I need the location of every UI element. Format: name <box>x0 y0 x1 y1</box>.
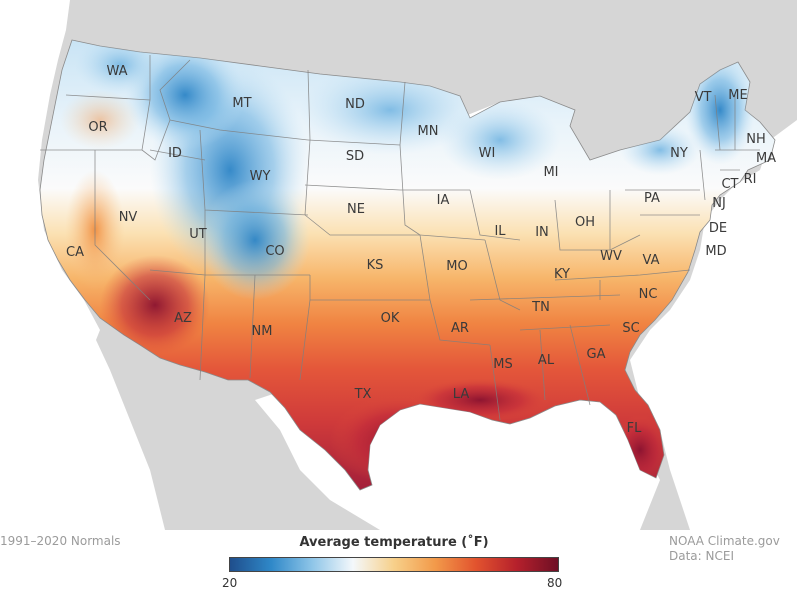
state-label-ok: OK <box>381 311 400 326</box>
state-label-vt: VT <box>695 90 712 105</box>
state-label-ky: KY <box>554 267 570 282</box>
state-label-wy: WY <box>250 169 271 184</box>
state-label-id: ID <box>168 146 182 161</box>
color-scale-bar <box>229 557 559 572</box>
state-label-wv: WV <box>600 249 622 264</box>
credit-source: NOAA Climate.gov <box>669 534 780 548</box>
credit-block: NOAA Climate.gov Data: NCEI <box>669 534 795 564</box>
state-label-nd: ND <box>345 97 365 112</box>
state-label-mi: MI <box>543 165 558 180</box>
state-label-ri: RI <box>744 172 757 187</box>
state-label-la: LA <box>453 387 470 402</box>
state-label-va: VA <box>643 253 660 268</box>
state-label-tn: TN <box>531 300 550 315</box>
state-label-ga: GA <box>587 347 606 362</box>
normals-period-label: 1991–2020 Normals <box>0 534 121 548</box>
state-label-mt: MT <box>232 96 251 111</box>
state-label-ut: UT <box>189 227 207 242</box>
state-labels: WA OR CA NV ID MT WY UT CO AZ NM ND SD NE KS OK TX MN IA MO… <box>66 64 776 436</box>
credit-data: Data: NCEI <box>669 549 734 563</box>
state-label-md: MD <box>705 244 726 259</box>
state-label-or: OR <box>88 120 107 135</box>
legend-min-value: 20 <box>222 576 238 590</box>
legend-title: Average temperature (˚F) <box>299 535 489 550</box>
map-canvas: WA OR CA NV ID MT WY UT CO AZ NM ND SD NE KS OK TX MN IA MO… <box>0 0 797 530</box>
state-label-al: AL <box>538 353 555 368</box>
state-label-co: CO <box>265 244 284 259</box>
state-label-ms: MS <box>493 357 512 372</box>
state-label-oh: OH <box>575 215 595 230</box>
state-label-ar: AR <box>451 321 469 336</box>
state-label-nm: NM <box>252 324 273 339</box>
state-label-sd: SD <box>346 149 364 164</box>
state-label-ny: NY <box>670 146 688 161</box>
map-footer: 1991–2020 Normals Average temperature (˚… <box>0 530 797 599</box>
state-label-nv: NV <box>119 210 138 225</box>
state-label-nh: NH <box>746 132 766 147</box>
state-label-az: AZ <box>174 311 192 326</box>
state-label-ca: CA <box>66 245 84 260</box>
state-label-sc: SC <box>622 321 639 336</box>
state-label-wa: WA <box>106 64 127 79</box>
state-label-il: IL <box>494 224 506 239</box>
state-label-ct: CT <box>721 177 738 192</box>
state-label-ia: IA <box>437 193 450 208</box>
state-label-me: ME <box>728 88 747 103</box>
state-label-tx: TX <box>354 387 372 402</box>
state-borders <box>40 55 760 421</box>
state-label-nc: NC <box>639 287 658 302</box>
state-label-ne: NE <box>347 202 365 217</box>
state-label-ma: MA <box>756 151 776 166</box>
state-label-fl: FL <box>627 421 642 436</box>
atlantic-ocean <box>630 120 797 530</box>
state-label-pa: PA <box>644 191 660 206</box>
state-label-de: DE <box>709 221 727 236</box>
state-label-nj: NJ <box>712 196 726 211</box>
state-label-in: IN <box>535 225 549 240</box>
state-label-wi: WI <box>479 146 496 161</box>
pacific-ocean <box>0 0 165 530</box>
temperature-map: WA OR CA NV ID MT WY UT CO AZ NM ND SD NE KS OK TX MN IA MO… <box>0 0 797 530</box>
state-label-ks: KS <box>367 258 384 273</box>
state-label-mo: MO <box>446 259 467 274</box>
legend-max-value: 80 <box>547 576 563 590</box>
state-label-mn: MN <box>418 124 439 139</box>
